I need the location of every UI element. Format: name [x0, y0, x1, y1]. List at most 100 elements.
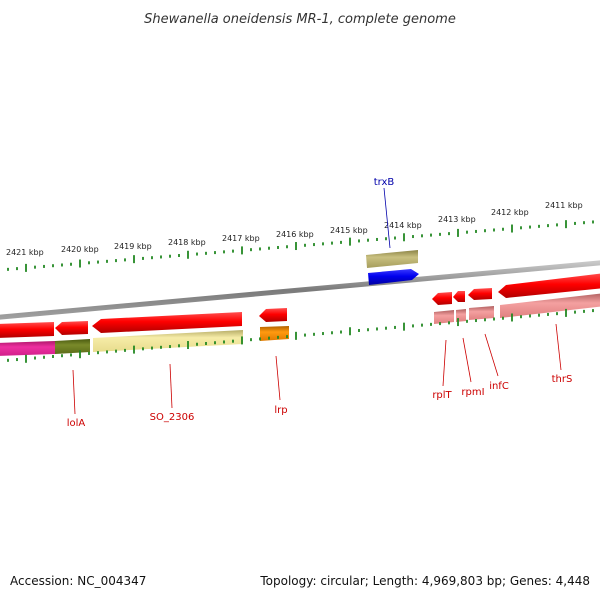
leader-rpmI: [462, 337, 472, 383]
gene-thrS-arrow[interactable]: [498, 273, 600, 298]
scale-top-minor-tick: [97, 260, 99, 264]
gene-infC-arrow[interactable]: [468, 288, 492, 300]
scale-top-minor-tick: [529, 225, 531, 229]
scale-top-minor-tick: [466, 230, 468, 234]
scale-bottom-minor-tick: [151, 346, 153, 350]
scale-bottom-minor-tick: [7, 358, 9, 362]
scale-bottom-minor-tick: [421, 323, 423, 327]
scale-top-minor-tick: [142, 256, 144, 260]
scale-top-minor-tick: [421, 234, 423, 238]
scale-top-minor-tick: [88, 261, 90, 265]
scale-bottom-minor-tick: [376, 327, 378, 331]
scale-top-minor-tick: [259, 247, 261, 251]
scale-bottom-major-tick: [565, 308, 567, 317]
scale-bottom-minor-tick: [142, 347, 144, 351]
scale-bottom-minor-tick: [331, 331, 333, 335]
scale-top-minor-tick: [439, 232, 441, 236]
scale-top-major-tick: [565, 220, 567, 229]
gene-label-SO_2306[interactable]: SO_2306: [150, 412, 195, 423]
scale-top-minor-tick: [484, 229, 486, 233]
cog-partial-left-bar: [0, 341, 55, 356]
scale-top-minor-tick: [160, 255, 162, 259]
map-title: Shewanella oneidensis MR-1, complete gen…: [144, 12, 456, 27]
scale-top-major-tick: [25, 263, 27, 272]
scale-bottom-minor-tick: [529, 314, 531, 318]
scale-top-minor-tick: [502, 227, 504, 231]
scale-top-minor-tick: [304, 243, 306, 247]
scale-bottom-minor-tick: [52, 354, 54, 358]
scale-top-minor-tick: [376, 237, 378, 241]
gene-label-lrp[interactable]: lrp: [274, 405, 287, 416]
scale-top-minor-tick: [214, 251, 216, 255]
gene-label-rplT[interactable]: rplT: [432, 390, 452, 401]
gene-partial-left-arrow[interactable]: [0, 322, 54, 338]
cog-lolA-bar: [55, 339, 90, 354]
scale-top-minor-tick: [520, 226, 522, 230]
gene-trxB-arrow[interactable]: [368, 269, 419, 285]
scale-bottom-major-tick: [241, 336, 243, 345]
gene-SO_2306-arrow[interactable]: [92, 312, 242, 333]
scale-label-2420: 2420 kbp: [61, 245, 99, 254]
scale-bottom-minor-tick: [88, 351, 90, 355]
cog-thrS-bar: [500, 293, 600, 318]
scale-bottom-minor-tick: [178, 344, 180, 348]
scale-bottom-minor-tick: [124, 348, 126, 352]
gene-label-rpmI[interactable]: rpmI: [461, 387, 484, 398]
scale-bottom-minor-tick: [313, 332, 315, 336]
scale-bottom-major-tick: [79, 350, 81, 359]
scale-bottom-major-tick: [295, 331, 297, 340]
scale-top-minor-tick: [313, 243, 315, 247]
scale-top-minor-tick: [331, 241, 333, 245]
scale-top-major-tick: [457, 228, 459, 237]
scale-bottom-minor-tick: [97, 351, 99, 355]
cog-rplT-bar: [434, 310, 454, 324]
scale-bottom-minor-tick: [412, 324, 414, 328]
scale-top-major-tick: [295, 242, 297, 251]
scale-label-2417: 2417 kbp: [222, 234, 260, 243]
gene-lrp-arrow[interactable]: [259, 308, 287, 322]
scale-top-minor-tick: [556, 223, 558, 227]
scale-top-minor-tick: [430, 233, 432, 237]
scale-top-major-tick: [349, 237, 351, 246]
scale-label-2421: 2421 kbp: [6, 248, 44, 257]
gene-lolA-arrow[interactable]: [55, 321, 88, 335]
cog-trxB-bar: [366, 250, 418, 268]
scale-top-minor-tick: [196, 252, 198, 256]
leader-thrS: [555, 323, 562, 371]
scale-top-minor-tick: [151, 256, 153, 260]
gene-rpmI-arrow[interactable]: [453, 291, 465, 302]
leader-lolA: [72, 369, 76, 415]
scale-bottom-minor-tick: [214, 341, 216, 345]
scale-top-minor-tick: [232, 249, 234, 253]
scale-bottom-minor-tick: [250, 338, 252, 342]
scale-bottom-minor-tick: [43, 355, 45, 359]
scale-bottom-minor-tick: [223, 340, 225, 344]
scale-bottom-minor-tick: [556, 312, 558, 316]
scale-top-minor-tick: [592, 220, 594, 224]
leader-SO_2306: [169, 363, 173, 409]
scale-bottom-minor-tick: [385, 326, 387, 330]
scale-bottom-minor-tick: [538, 313, 540, 317]
scale-label-2414: 2414 kbp: [384, 221, 422, 230]
gene-label-lolA[interactable]: lolA: [67, 418, 86, 429]
scale-bottom-major-tick: [25, 354, 27, 363]
scale-top-major-tick: [241, 246, 243, 255]
scale-top-minor-tick: [124, 258, 126, 262]
gene-rplT-arrow[interactable]: [432, 292, 452, 305]
scale-ticks-top: [7, 220, 594, 272]
scale-bottom-minor-tick: [115, 349, 117, 353]
gene-label-infC[interactable]: infC: [489, 381, 509, 392]
scale-top-minor-tick: [394, 236, 396, 240]
scale-bottom-major-tick: [133, 345, 135, 354]
scale-top-minor-tick: [268, 246, 270, 250]
scale-top-minor-tick: [43, 264, 45, 268]
leader-rplT: [442, 339, 447, 387]
scale-bottom-minor-tick: [358, 328, 360, 332]
gene-label-trxB[interactable]: trxB: [374, 177, 395, 188]
scale-bottom-minor-tick: [196, 342, 198, 346]
scale-bottom-minor-tick: [574, 310, 576, 314]
gene-label-thrS[interactable]: thrS: [552, 374, 573, 385]
scale-bottom-minor-tick: [466, 319, 468, 323]
scale-bottom-minor-tick: [448, 321, 450, 325]
